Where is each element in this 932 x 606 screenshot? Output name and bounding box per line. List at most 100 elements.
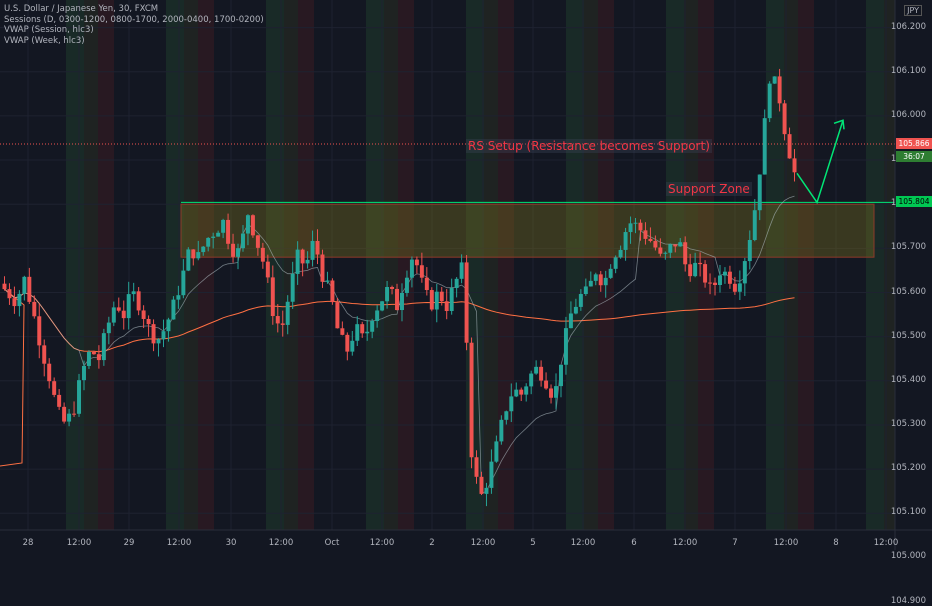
candle[interactable]	[121, 310, 126, 319]
candle[interactable]	[678, 242, 683, 247]
candle[interactable]	[42, 345, 47, 364]
candle[interactable]	[186, 249, 191, 271]
candle[interactable]	[365, 331, 370, 334]
candle[interactable]	[280, 323, 285, 325]
candle[interactable]	[429, 290, 434, 310]
candle[interactable]	[698, 262, 703, 265]
vwap-week-indicator[interactable]: VWAP (Week, hlc3)	[4, 35, 85, 46]
candle[interactable]	[161, 331, 166, 340]
candle[interactable]	[464, 262, 469, 343]
candle[interactable]	[603, 277, 608, 286]
candle[interactable]	[459, 262, 464, 279]
candle[interactable]	[171, 299, 176, 320]
candle[interactable]	[27, 276, 32, 302]
candle[interactable]	[106, 322, 111, 334]
candle[interactable]	[404, 277, 409, 293]
candle[interactable]	[166, 319, 171, 332]
candle[interactable]	[613, 257, 618, 269]
projection-arrow[interactable]	[796, 120, 844, 205]
candle[interactable]	[12, 298, 17, 307]
candle[interactable]	[524, 386, 529, 395]
candle[interactable]	[265, 261, 270, 278]
support-zone-annotation[interactable]: Support Zone	[666, 182, 752, 196]
candle[interactable]	[96, 354, 101, 361]
candle[interactable]	[7, 289, 12, 299]
candle[interactable]	[250, 215, 255, 236]
candle[interactable]	[544, 380, 549, 389]
candle[interactable]	[479, 476, 484, 494]
candle[interactable]	[782, 103, 787, 135]
candle[interactable]	[52, 381, 57, 395]
candle[interactable]	[375, 310, 380, 321]
candle[interactable]	[330, 280, 335, 303]
candle[interactable]	[176, 295, 181, 300]
candle[interactable]	[370, 320, 375, 332]
candle[interactable]	[573, 306, 578, 314]
candle[interactable]	[116, 307, 121, 311]
candle[interactable]	[767, 83, 772, 119]
candle[interactable]	[111, 307, 116, 323]
candle[interactable]	[777, 76, 782, 104]
candle[interactable]	[191, 249, 196, 259]
candle[interactable]	[340, 328, 345, 335]
candle[interactable]	[529, 373, 534, 387]
candle[interactable]	[474, 457, 479, 477]
candle[interactable]	[653, 241, 658, 248]
candle[interactable]	[141, 310, 146, 319]
candle[interactable]	[708, 282, 713, 284]
candle[interactable]	[658, 247, 663, 254]
candle[interactable]	[578, 294, 583, 307]
candle[interactable]	[444, 301, 449, 312]
candle[interactable]	[554, 386, 558, 398]
candle[interactable]	[559, 364, 563, 387]
candle[interactable]	[270, 277, 275, 317]
candle[interactable]	[275, 316, 280, 324]
candle[interactable]	[315, 240, 320, 255]
candle[interactable]	[534, 366, 539, 374]
candle[interactable]	[693, 262, 698, 277]
candle[interactable]	[742, 261, 747, 284]
candle[interactable]	[434, 291, 439, 310]
candle[interactable]	[752, 210, 757, 241]
candle[interactable]	[608, 268, 613, 278]
candle[interactable]	[718, 275, 722, 285]
candle[interactable]	[583, 286, 588, 295]
candle[interactable]	[320, 254, 325, 282]
candle[interactable]	[618, 249, 623, 258]
candle[interactable]	[703, 264, 708, 283]
candle[interactable]	[380, 301, 385, 311]
candle[interactable]	[300, 249, 305, 264]
candle[interactable]	[47, 363, 52, 382]
candle[interactable]	[216, 232, 221, 237]
candle[interactable]	[648, 238, 653, 242]
candle[interactable]	[593, 274, 598, 281]
candle[interactable]	[673, 244, 678, 247]
candle[interactable]	[62, 406, 67, 422]
candle[interactable]	[241, 233, 245, 249]
sessions-indicator[interactable]: Sessions (D, 0300-1200, 0800-1700, 2000-…	[4, 14, 264, 25]
candle[interactable]	[469, 342, 474, 458]
candle[interactable]	[737, 283, 742, 292]
candle[interactable]	[683, 242, 688, 265]
candle[interactable]	[424, 277, 429, 291]
candle[interactable]	[539, 366, 544, 381]
candle[interactable]	[350, 340, 355, 352]
candle[interactable]	[449, 288, 454, 312]
candle[interactable]	[504, 411, 509, 420]
candle[interactable]	[325, 280, 330, 282]
candle[interactable]	[290, 273, 295, 302]
candle[interactable]	[757, 174, 762, 211]
candle[interactable]	[563, 328, 568, 365]
candle[interactable]	[260, 247, 265, 262]
candle[interactable]	[395, 288, 399, 311]
candle[interactable]	[400, 292, 404, 311]
currency-label[interactable]: JPY	[904, 5, 922, 16]
candle[interactable]	[335, 302, 340, 329]
candle[interactable]	[568, 313, 573, 329]
candle[interactable]	[226, 219, 231, 244]
candle[interactable]	[588, 280, 593, 287]
candle[interactable]	[509, 396, 514, 412]
candle[interactable]	[126, 294, 131, 319]
candle[interactable]	[792, 158, 797, 173]
candle[interactable]	[310, 240, 315, 260]
